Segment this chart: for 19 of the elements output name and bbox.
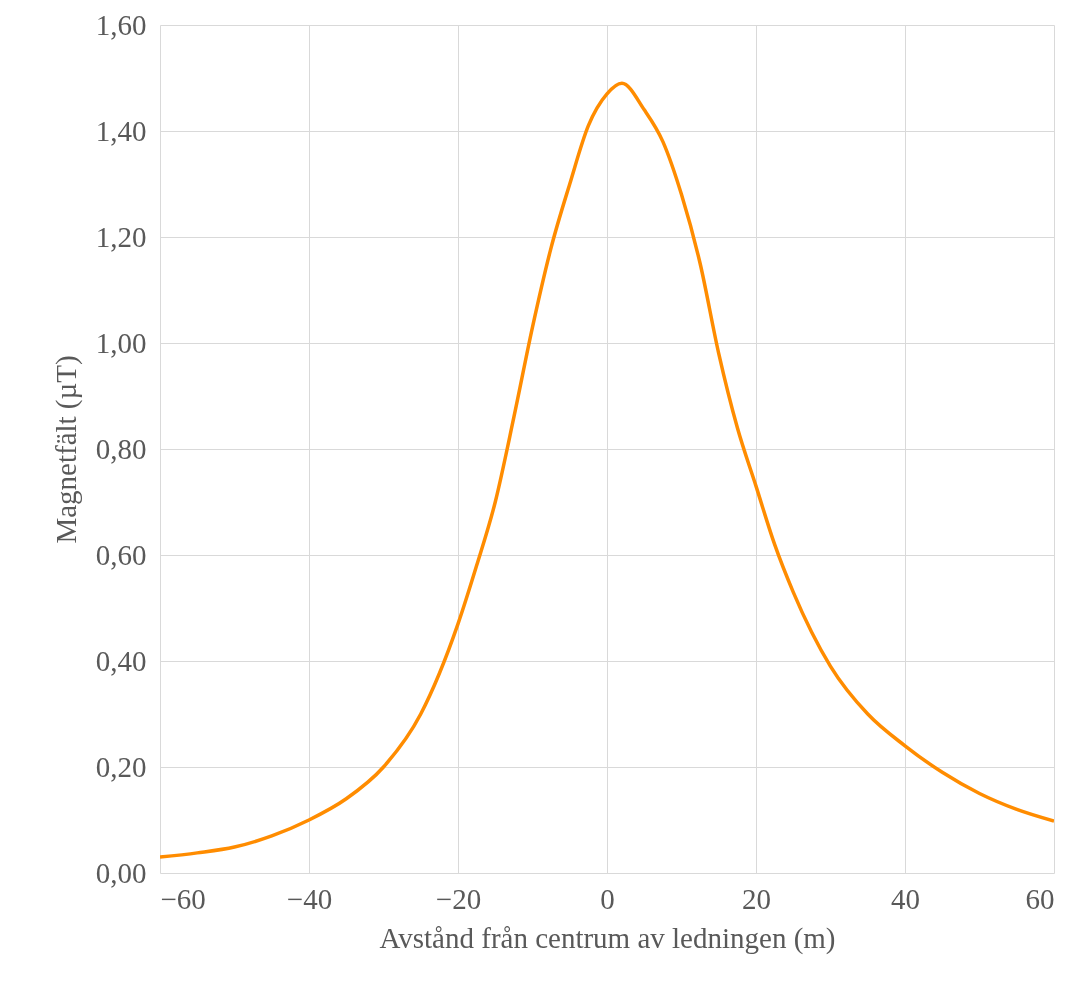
x-tick-label: 60 bbox=[1025, 882, 1055, 915]
y-tick-label: 0,80 bbox=[95, 432, 147, 465]
y-tick-label: 1,60 bbox=[95, 8, 147, 41]
line-series bbox=[160, 81, 1054, 859]
x-tick-label: −20 bbox=[435, 882, 482, 915]
x-axis-title: Avstånd från centrum av ledningen (m) bbox=[379, 921, 836, 955]
x-tick-label: 40 bbox=[891, 882, 920, 915]
y-tick-label: 0,60 bbox=[95, 538, 147, 571]
y-tick-label: 1,00 bbox=[95, 326, 147, 359]
x-tick-label: 20 bbox=[742, 882, 771, 915]
y-tick-label: 1,20 bbox=[95, 220, 147, 253]
y-tick-label: 0,40 bbox=[95, 644, 147, 677]
x-tick-label: −40 bbox=[286, 882, 333, 915]
x-tick-label: 0 bbox=[600, 882, 615, 915]
y-axis-title: Magnetfält (µT) bbox=[49, 355, 83, 544]
y-tick-label: 0,20 bbox=[95, 750, 147, 783]
x-tick-label: −60 bbox=[160, 882, 206, 915]
y-tick-label: 0,00 bbox=[95, 856, 147, 889]
y-tick-label: 1,40 bbox=[95, 114, 147, 147]
